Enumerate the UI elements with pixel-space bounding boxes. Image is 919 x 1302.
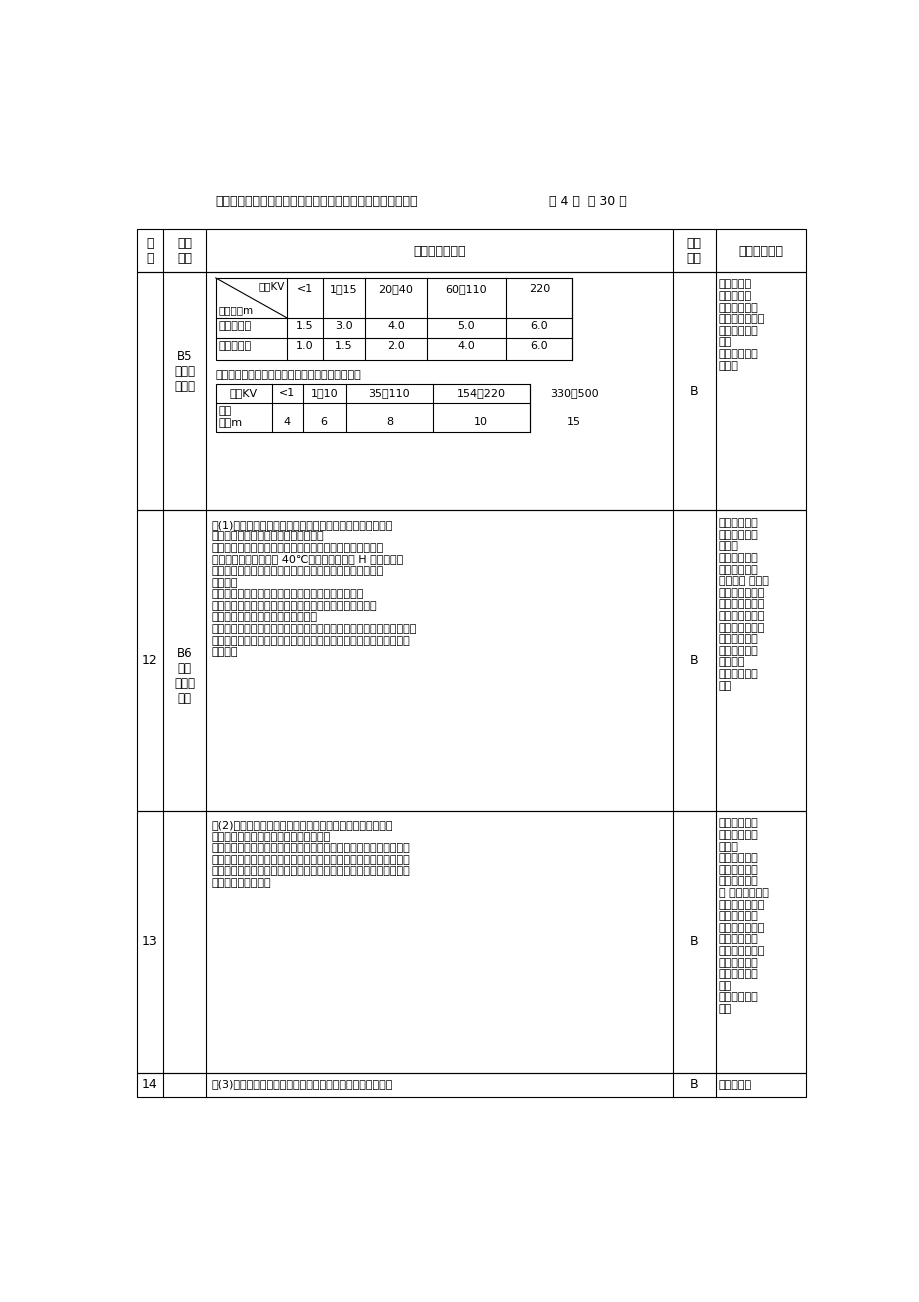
Text: 3.0: 3.0	[335, 322, 353, 331]
Text: <1: <1	[297, 284, 312, 294]
Text: 6.0: 6.0	[530, 341, 548, 352]
Text: 安全距离m: 安全距离m	[218, 305, 253, 315]
Text: 1～15: 1～15	[330, 284, 357, 294]
Bar	[137, 510, 805, 811]
Text: 施工升降机（简易类）输电线路的最小安全距离：: 施工升降机（简易类）输电线路的最小安全距离：	[216, 370, 361, 380]
Text: <1: <1	[278, 388, 295, 398]
Text: B: B	[689, 935, 698, 948]
Text: (2)提供安全保护装置的合格证、铭牌、型式试验证明及检
查记录，并汇总安全保护装置信息清单。
　注：安全保护装置指制动器、起重量限制器、起重力矩限制器、起
升高: (2)提供安全保护装置的合格证、铭牌、型式试验证明及检 查记录，并汇总安全保护装…	[211, 820, 410, 888]
Bar	[216, 384, 529, 432]
Bar	[137, 811, 805, 1073]
Text: 4.0: 4.0	[387, 322, 404, 331]
Text: 4.0: 4.0	[457, 341, 475, 352]
Bar	[216, 277, 572, 359]
Text: 资料核查并
实物检查。
　检查施工单
位检测记录，并
到现场实物检
查；
　记录工作见
证编号: 资料核查并 实物检查。 检查施工单 位检测记录，并 到现场实物检 查； 记录工作…	[718, 280, 765, 371]
Text: 电压KV: 电压KV	[230, 388, 257, 398]
Text: 资料核查。: 资料核查。	[718, 1081, 751, 1090]
Text: 8: 8	[385, 417, 392, 427]
Text: 1.0: 1.0	[296, 341, 313, 352]
Text: (3)提供主要受力结构件施工前的主要几何尺寸检查记录。: (3)提供主要受力结构件施工前的主要几何尺寸检查记录。	[211, 1078, 392, 1088]
Text: (1)提供主要零部件合格证（或质量证明文件）、铭牌及检
查记录，并汇总主要零部件信息清单。
　对于吊运熔融金属的起重机，电动葫芦应采用专用冶金电
动葫芦；环境温: (1)提供主要零部件合格证（或质量证明文件）、铭牌及检 查记录，并汇总主要零部件…	[211, 519, 417, 658]
Bar	[137, 1073, 805, 1098]
Text: 1.5: 1.5	[335, 341, 353, 352]
Text: B: B	[689, 654, 698, 667]
Text: 起重机械安装改造重大维修监督检验项目、内容、要求和方法: 起重机械安装改造重大维修监督检验项目、内容、要求和方法	[216, 195, 418, 208]
Text: 5.0: 5.0	[457, 322, 475, 331]
Bar	[137, 229, 805, 272]
Text: 序
号: 序 号	[146, 237, 153, 266]
Text: 35～110: 35～110	[369, 388, 410, 398]
Text: 4: 4	[283, 417, 290, 427]
Text: 1～10: 1～10	[310, 388, 337, 398]
Text: B: B	[689, 384, 698, 397]
Text: 监检
类别: 监检 类别	[686, 237, 700, 266]
Text: 沿水平方向: 沿水平方向	[219, 341, 252, 352]
Text: 资料核查，必
要时进行实物
检查。
　重点核查主
要零部件资料
的齐全性 移装、
改造、重大维修
时，若未更换零
部件，且合格证
或铭牌遗失的，
重点核查施工
: 资料核查，必 要时进行实物 检查。 重点核查主 要零部件资料 的齐全性 移装、 …	[718, 518, 767, 690]
Text: 330～500: 330～500	[550, 388, 598, 398]
Text: B5
现场施
工条件: B5 现场施 工条件	[174, 350, 195, 393]
Bar	[137, 272, 805, 510]
Text: 15: 15	[567, 417, 581, 427]
Text: 6.0: 6.0	[530, 322, 548, 331]
Text: 项目
编号: 项目 编号	[177, 237, 192, 266]
Text: B6
部件
施工前
检验: B6 部件 施工前 检验	[174, 647, 195, 704]
Text: 14: 14	[142, 1078, 157, 1091]
Text: 电压KV: 电压KV	[258, 281, 284, 290]
Text: 220: 220	[528, 284, 550, 294]
Text: 第 4 页  共 30 页: 第 4 页 共 30 页	[549, 195, 626, 208]
Text: 1.5: 1.5	[296, 322, 313, 331]
Text: 沿垂直方向: 沿垂直方向	[219, 322, 252, 331]
Text: 2.0: 2.0	[387, 341, 404, 352]
Text: 10: 10	[473, 417, 488, 427]
Text: 监检确认方法: 监检确认方法	[737, 245, 782, 258]
Text: 安全
距离m: 安全 距离m	[219, 406, 243, 428]
Text: 6: 6	[321, 417, 327, 427]
Text: 20～40: 20～40	[378, 284, 413, 294]
Text: 资料核查，必
要时进行实物
检查。
　重点核查主
要安全保护装
置资料的齐全
性 移装、改造、
重大维修时，若
未更换安全保
护装置，且合格
证或铭牌遗失
的，: 资料核查，必 要时进行实物 检查。 重点核查主 要安全保护装 置资料的齐全 性 …	[718, 819, 767, 1014]
Text: 60～110: 60～110	[445, 284, 487, 294]
Text: 12: 12	[142, 654, 157, 667]
Text: B: B	[689, 1078, 698, 1091]
Text: 检验内容与要求: 检验内容与要求	[413, 245, 465, 258]
Text: 154～220: 154～220	[456, 388, 505, 398]
Text: 13: 13	[142, 935, 157, 948]
